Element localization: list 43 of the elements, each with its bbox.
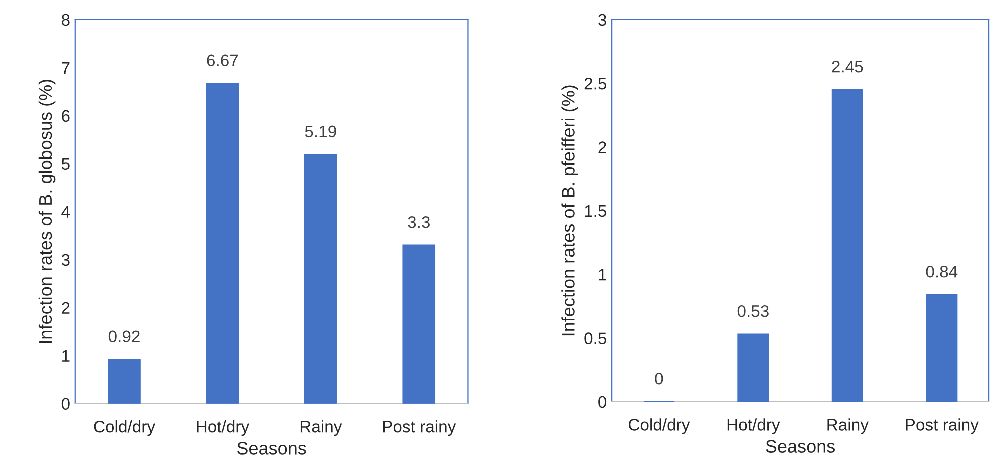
x-tick-label: Hot/dry <box>197 420 250 436</box>
y-tick-label: 0.5 <box>584 332 607 344</box>
bar <box>304 154 338 404</box>
x-tick-label: Cold/dry <box>94 420 156 436</box>
x-tick-label: Post rainy <box>906 418 979 434</box>
bar <box>206 83 240 404</box>
y-tick-label: 4 <box>62 206 70 218</box>
y-tick-label: 1.5 <box>585 206 607 218</box>
y-tick-label: 2 <box>598 142 606 154</box>
y-tick-label: 1 <box>599 269 606 281</box>
x-tick-label: Hot/dry <box>728 418 780 434</box>
bar <box>402 244 436 404</box>
y-tick-label: 0 <box>598 396 607 408</box>
bar <box>108 359 141 404</box>
y-tick-label: 5 <box>62 158 70 170</box>
y-tick-label: 3 <box>598 14 606 26</box>
y-tick-label: 3 <box>62 254 70 266</box>
data-label: 6.67 <box>207 54 238 67</box>
data-label: 0.84 <box>926 266 958 278</box>
x-tick-label: Cold/dry <box>629 418 690 434</box>
data-label: 0.92 <box>108 330 140 343</box>
y-axis-title: Infection rates of B. globosus (%) <box>38 80 56 344</box>
y-tick-label: 2 <box>62 302 70 314</box>
bar <box>738 334 770 402</box>
y-tick-label: 1 <box>62 350 70 362</box>
y-tick-label: 8 <box>62 14 70 26</box>
data-label: 0.53 <box>738 305 769 318</box>
y-tick-label: 0 <box>62 398 70 410</box>
data-label: 5.19 <box>305 126 336 138</box>
data-label: 0 <box>655 372 664 385</box>
x-tick-label: Post rainy <box>383 420 456 436</box>
y-tick-label: 7 <box>62 62 70 74</box>
x-axis-title: Seasons <box>238 442 306 455</box>
data-label: 3.3 <box>408 216 430 228</box>
y-tick-label: 2.5 <box>584 78 607 90</box>
data-label: 2.45 <box>832 60 864 73</box>
y-tick-label: 6 <box>62 110 70 122</box>
x-tick-label: Rainy <box>300 420 342 436</box>
bar <box>926 294 958 402</box>
x-tick-label: Rainy <box>828 418 869 434</box>
y-axis-title: Infection rates of B. pfeifferi (%) <box>562 86 578 336</box>
bar <box>832 89 864 402</box>
x-axis-title: Seasons <box>766 440 836 453</box>
